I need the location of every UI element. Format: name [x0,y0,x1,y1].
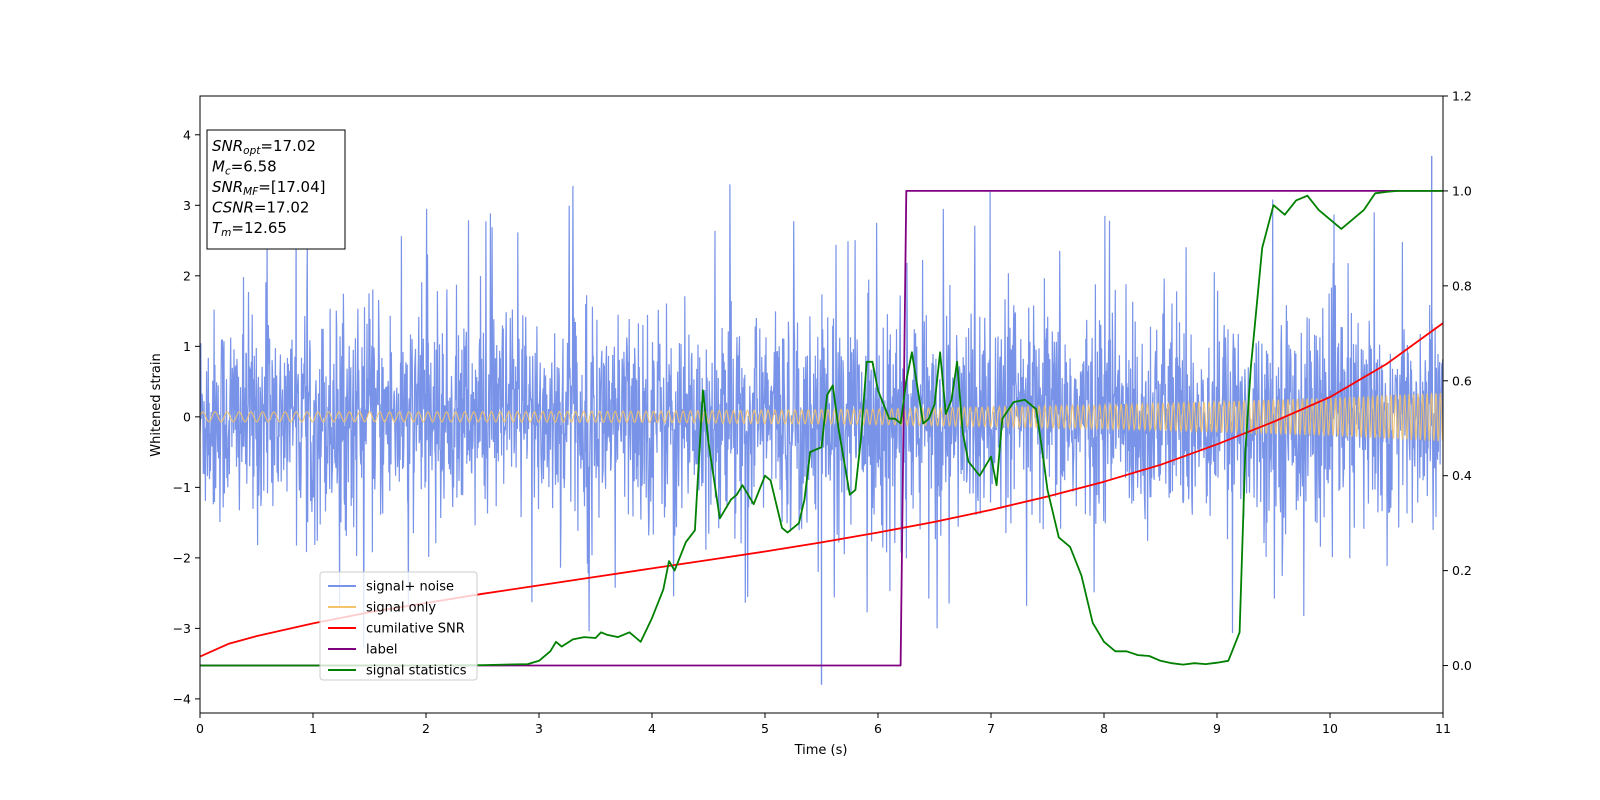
x-tick-label: 10 [1322,721,1338,736]
y-right-tick-label: 0.4 [1452,468,1472,483]
x-tick-label: 9 [1213,721,1221,736]
x-tick-label: 6 [874,721,882,736]
legend-frame [319,571,478,681]
series-signal-statistics [200,190,1443,667]
info-box: SNRopt=17.02Mc=6.58SNRMF=[17.04]CSNR=17.… [206,129,346,250]
series-layer [200,155,1443,685]
info-line: SNRMF=[17.04] [212,178,326,198]
y-right-tick-label: 0.6 [1452,373,1472,388]
x-tick-label: 7 [987,721,995,736]
series-signal-only [200,392,1443,443]
info-line: CSNR=17.02 [212,199,309,217]
x-tick-label: 1 [309,721,317,736]
info-line: Tm=12.65 [212,219,287,239]
y-left-tick-label: 0 [183,409,191,424]
y-left-tick-label: 4 [183,127,191,142]
x-tick-label: 0 [196,721,204,736]
plot-frame [199,95,1444,714]
x-axis-label: Time (s) [794,743,848,758]
y-left-tick-label: 3 [183,198,191,213]
legend-label: label [366,643,397,658]
info-line: SNRopt=17.02 [212,137,316,157]
y-right-tick-label: 0.2 [1452,563,1472,578]
x-tick-label: 8 [1100,721,1108,736]
legend-label: cumilative SNR [366,622,465,637]
x-tick-label: 11 [1435,721,1451,736]
y-left-tick-label: −4 [173,691,191,706]
series-label [200,190,1443,667]
info-lines: SNRopt=17.02Mc=6.58SNRMF=[17.04]CSNR=17.… [212,137,326,239]
info-box-frame [206,129,346,250]
legend-label: signal only [366,601,436,616]
info-line: Mc=6.58 [212,158,277,178]
y-left-tick-label: −3 [173,621,191,636]
y-right-tick-label: 0.0 [1452,658,1472,673]
y-right-tick-label: 1.2 [1452,89,1472,104]
x-tick-label: 3 [535,721,543,736]
y-left-tick-label: 1 [183,339,191,354]
y-left-tick-label: −2 [173,550,191,565]
legend-label: signal+ noise [366,580,454,595]
legend-entries: signal+ noise signal only cumilative SNR la… [328,580,467,679]
y-right-tick-label: 1.0 [1452,183,1472,198]
axes-layer: 0 1 2 3 4 5 6 7 8 9 10 11 −4 −3 −2 −1 0 1 2 3 4 0.0 0.2 0.4 0.6 0… [173,89,1472,737]
x-tick-label: 5 [761,721,769,736]
legend-label: signal statistics [366,664,467,679]
y-axis-label: Whitened strain [149,353,164,456]
x-tick-label: 2 [422,721,430,736]
y-left-tick-label: −1 [173,480,191,495]
y-left-tick-label: 2 [183,268,191,283]
y-right-tick-label: 0.8 [1452,278,1472,293]
legend: signal+ noise signal only cumilative SNR la… [319,571,478,681]
x-tick-label: 4 [648,721,656,736]
